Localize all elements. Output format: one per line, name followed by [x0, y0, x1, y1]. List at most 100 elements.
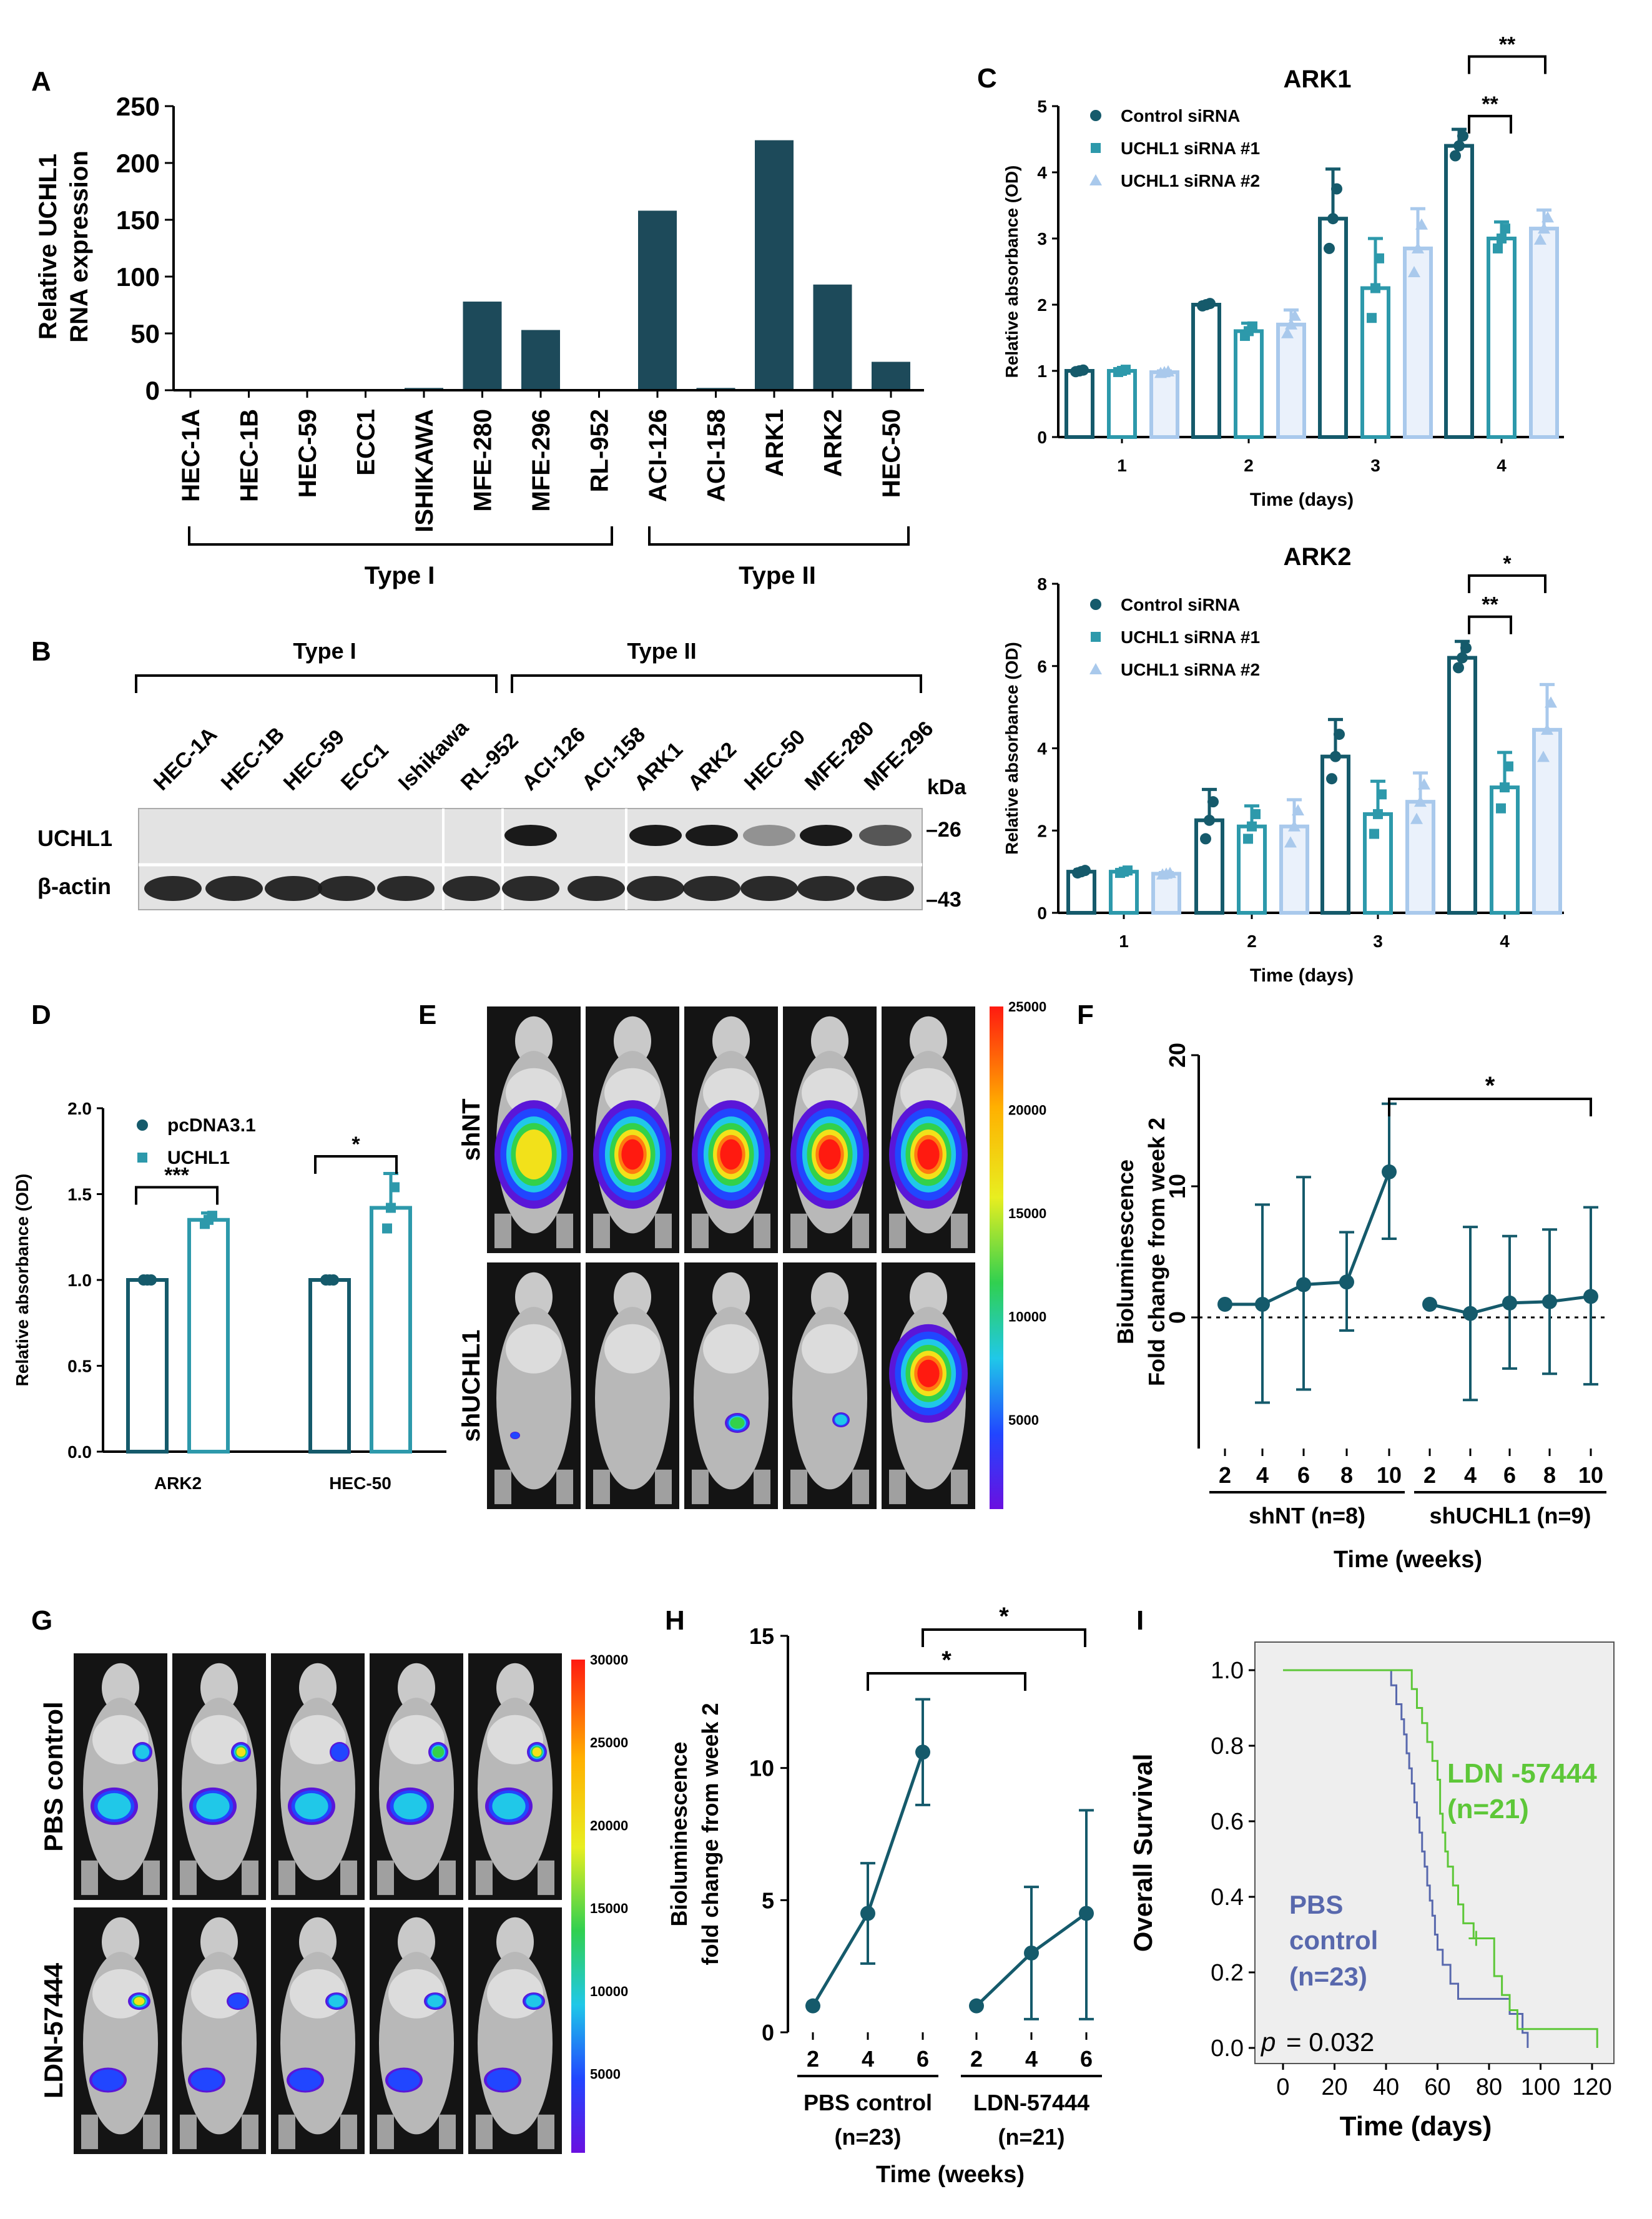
a-xtick-label: ACI-126 — [644, 409, 672, 502]
e-colorbar-label: 5000 — [1008, 1412, 1039, 1428]
c1-sig-bracket — [1468, 55, 1546, 74]
c2-legend-marker — [1089, 663, 1102, 674]
panel-label-a: A — [31, 66, 51, 97]
b-band-actin — [205, 876, 263, 901]
g-signal — [388, 2069, 420, 2091]
b-band-uchl1 — [629, 825, 682, 846]
d-ytick-label: 2.0 — [67, 1099, 92, 1118]
a-ytick-label: 150 — [116, 205, 160, 235]
f-point — [1583, 1289, 1598, 1304]
i-xtick-label: 0 — [1276, 2074, 1289, 2100]
e-mouse-head — [515, 1016, 553, 1066]
c2-point — [1326, 773, 1337, 785]
d-point — [386, 1203, 396, 1213]
c2-ytick-label: 8 — [1037, 574, 1047, 594]
c1-point — [1078, 364, 1089, 376]
c1-title: ARK1 — [1284, 66, 1352, 93]
i-legend-ldn-2: (n=21) — [1447, 1794, 1529, 1824]
e-mouse-leg — [951, 1213, 968, 1249]
a-ytick-label: 200 — [116, 149, 160, 178]
i-ytick-label: 0.0 — [1211, 2035, 1244, 2062]
e-mouse-leg — [556, 1213, 573, 1249]
e-mouse-chest — [802, 1324, 858, 1374]
f-sig-label: * — [1485, 1072, 1495, 1100]
h-point — [860, 1906, 875, 1921]
f-point — [1217, 1297, 1232, 1312]
a-xtick-label: HEC-50 — [878, 409, 905, 498]
c1-point — [1327, 213, 1339, 225]
c1-point — [1538, 222, 1550, 234]
panel-label-d: D — [31, 1000, 51, 1030]
g-mouse-leg — [340, 2114, 357, 2150]
panel-a: A Relative UCHL1 RNA expression 0 50 100 15… — [31, 66, 924, 589]
c1-bar — [1276, 322, 1306, 439]
a-xtick-label: ISHIKAWA — [411, 409, 438, 533]
g-mouse-head — [496, 1663, 534, 1713]
c1-legend-marker — [1091, 143, 1101, 153]
h-xtick-label: 2 — [970, 2046, 983, 2072]
a-group-type1: Type I — [365, 562, 435, 589]
e-mouse-leg — [593, 1469, 610, 1505]
g-signal — [393, 1793, 427, 1819]
c2-point — [1207, 796, 1219, 808]
c2-point — [1414, 795, 1427, 807]
h-ytick-label: 10 — [749, 1756, 774, 1781]
c1-bar — [1487, 237, 1517, 439]
c2-point — [1496, 803, 1506, 814]
h-ytick-label: 5 — [762, 1887, 774, 1913]
c1-ytick-label: 0 — [1037, 428, 1047, 447]
e-colorbar-label: 25000 — [1008, 999, 1046, 1015]
g-signal — [427, 1995, 443, 2007]
c1-xtick-label: 4 — [1497, 456, 1507, 475]
c2-bar — [1532, 727, 1562, 915]
e-colorbar — [990, 1006, 1003, 1509]
c1-point — [1370, 283, 1380, 293]
c1-point — [1331, 183, 1342, 195]
c1-legend-marker — [1089, 174, 1102, 185]
panel-g: G PBS control LDN-57444 30000 25000 20000 150… — [31, 1605, 628, 2154]
c1-sig-label: ** — [1482, 92, 1498, 116]
g-mouse-head — [200, 1663, 238, 1713]
h-sig-label: * — [942, 1646, 951, 1674]
c1-point — [1408, 266, 1420, 278]
f-ylabel-2: Fold change from week 2 — [1144, 1118, 1169, 1386]
c1-bar — [1064, 369, 1094, 439]
i-legend-ldn-1: LDN -57444 — [1447, 1758, 1597, 1789]
b-marker-26: –26 — [926, 818, 961, 842]
c2-ylabel: Relative absorbance (OD) — [1002, 642, 1021, 855]
c1-point — [1281, 327, 1294, 338]
h-group-label: LDN-57444 — [973, 2090, 1089, 2115]
e-mouse-head — [811, 1272, 848, 1322]
e-mouse-leg — [593, 1213, 610, 1249]
e-mouse-leg — [790, 1213, 807, 1249]
c2-point — [1541, 723, 1553, 735]
b-band-actin — [683, 876, 740, 901]
e-mouse-head — [614, 1016, 651, 1066]
f-point — [1422, 1297, 1437, 1312]
f-xtick-label: 2 — [1423, 1462, 1436, 1488]
g-colorbar-label: 30000 — [590, 1652, 628, 1668]
c2-point — [1457, 652, 1468, 664]
a-ylabel-1: Relative UCHL1 — [34, 154, 62, 340]
c2-point — [1204, 814, 1215, 826]
c1-point — [1493, 243, 1503, 253]
d-sig-bracket — [314, 1155, 398, 1174]
h-ylabel-1: Bioluminescence — [666, 1741, 692, 1926]
c2-legend-marker — [1090, 599, 1101, 610]
c2-ytick-label: 2 — [1037, 821, 1047, 840]
e-mouse-head — [910, 1016, 947, 1066]
b-lane-label: ECC1 — [337, 739, 393, 795]
d-point — [207, 1211, 217, 1221]
f-xtick-label: 8 — [1340, 1462, 1353, 1488]
b-band-actin — [443, 876, 500, 901]
h-ylabel-2: fold change from week 2 — [697, 1703, 723, 1965]
c1-point — [1247, 321, 1257, 332]
d-ylabel: Relative absorbance (OD) — [12, 1174, 32, 1387]
c2-ytick-label: 0 — [1037, 903, 1047, 923]
g-mouse-leg — [377, 2114, 394, 2150]
panel-h: H 0 5 10 15 Bioluminescence fold change from … — [665, 1603, 1102, 2188]
h-ytick-label: 15 — [749, 1623, 774, 1649]
g-mouse-leg — [81, 2114, 98, 2150]
c1-point — [1415, 218, 1428, 230]
